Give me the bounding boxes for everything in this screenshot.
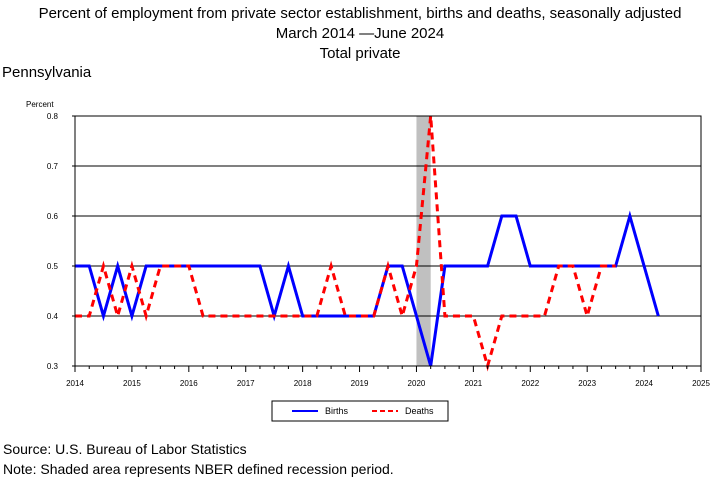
recession-band [416,116,431,366]
y-axis-label: Percent [26,100,54,109]
x-tick-label: 2017 [237,379,255,388]
chart-title: Percent of employment from private secto… [38,5,682,22]
x-tick-label: 2016 [180,379,198,388]
recession-layer [416,116,431,366]
recession-note: Note: Shaded area represents NBER define… [3,461,394,477]
y-tick-label: 0.5 [47,262,59,271]
footnotes: Source: U.S. Bureau of Labor Statistics … [3,439,394,479]
x-tick-label: 2025 [692,379,710,388]
y-tick-label: 0.8 [47,112,59,121]
series-line-deaths [75,115,616,372]
legend: Births Deaths [271,400,449,422]
x-tick-label: 2023 [578,379,596,388]
x-tick-label: 2015 [123,379,141,388]
chart-date-range: March 2014 —June 2024 [275,25,445,42]
legend-births-label: Births [325,406,349,416]
grid-layer [75,115,701,367]
legend-deaths-label: Deaths [405,406,434,416]
chart-title-block: Percent of employment from private secto… [0,4,720,64]
legend-frame [271,400,449,422]
y-tick-label: 0.3 [47,362,59,371]
source-note: Source: U.S. Bureau of Labor Statistics [3,441,247,457]
axis-layer: 0.3 0.4 0.5 0.6 0.7 0.8 2014 2015 2016 2017 2018 20… [47,112,711,388]
x-tick-label: 2014 [66,379,84,388]
y-tick-label: 0.7 [47,162,59,171]
x-tick-label: 2020 [408,379,426,388]
region-label: Pennsylvania [2,64,92,81]
series-layer [75,115,660,372]
series-line-births [75,210,660,367]
y-tick-label: 0.4 [47,312,59,321]
x-tick-label: 2024 [635,379,653,388]
x-tick-label: 2019 [351,379,369,388]
x-tick-label: 2021 [464,379,482,388]
chart-subtitle: Total private [319,45,401,62]
y-tick-label: 0.6 [47,212,59,221]
x-tick-label: 2022 [521,379,539,388]
x-tick-label: 2018 [294,379,312,388]
plot-frame [74,115,702,367]
